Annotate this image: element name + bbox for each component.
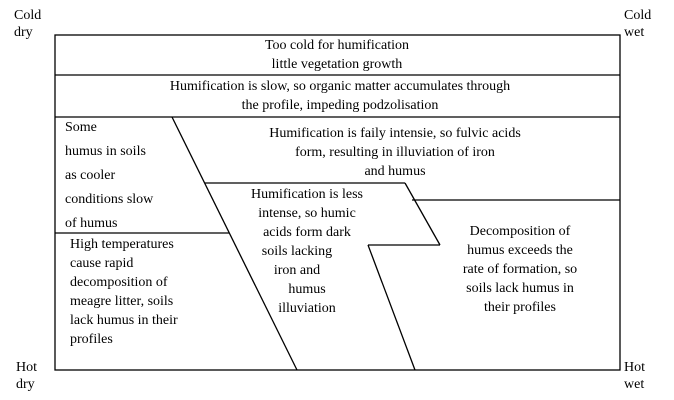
divider <box>367 244 416 371</box>
region-text: rate of formation, so <box>463 262 577 277</box>
region-text: and humus <box>364 164 425 179</box>
corner-label: dry <box>16 377 35 392</box>
region-text: humus exceeds the <box>467 243 573 258</box>
region-text: Humification is slow, so organic matter … <box>170 79 510 94</box>
region-text: Humification is faily intensie, so fulvi… <box>269 126 521 141</box>
region-text: conditions slow <box>65 192 154 207</box>
region-text: the profile, impeding podzolisation <box>242 98 439 113</box>
corner-label: Cold <box>14 8 41 23</box>
divider <box>171 116 298 371</box>
region-text: as cooler <box>65 168 115 183</box>
region-text: Some <box>65 120 97 135</box>
region-text: Too cold for humification <box>265 38 409 53</box>
frame <box>54 34 621 371</box>
region-text: little vegetation growth <box>272 57 403 72</box>
region-text: humus in soils <box>65 144 146 159</box>
region-text: profiles <box>70 332 113 347</box>
region-text: Decomposition of <box>470 224 571 239</box>
region-text: Humification is less <box>251 187 363 202</box>
region-text: soils lack humus in <box>466 281 574 296</box>
region-text: form, resulting in illuviation of iron <box>295 145 495 160</box>
region-text: humus <box>288 282 325 297</box>
region-text: soils lacking <box>262 244 332 259</box>
region-text: High temperatures <box>70 237 174 252</box>
corner-label: wet <box>624 25 644 40</box>
region-text: illuviation <box>278 301 336 316</box>
corner-label: Hot <box>624 360 645 375</box>
region-text: intense, so humic <box>258 206 356 221</box>
region-text: their profiles <box>484 300 556 315</box>
region-text: acids form dark <box>263 225 351 240</box>
divider <box>404 182 441 246</box>
corner-label: Hot <box>16 360 37 375</box>
corner-label: dry <box>14 25 33 40</box>
region-text: iron and <box>274 263 320 278</box>
region-text: lack humus in their <box>70 313 178 328</box>
region-text: meagre litter, soils <box>70 294 173 309</box>
corner-label: wet <box>624 377 644 392</box>
corner-label: Cold <box>624 8 651 23</box>
region-text: decomposition of <box>70 275 168 290</box>
region-text: cause rapid <box>70 256 133 271</box>
region-text: of humus <box>65 216 118 231</box>
